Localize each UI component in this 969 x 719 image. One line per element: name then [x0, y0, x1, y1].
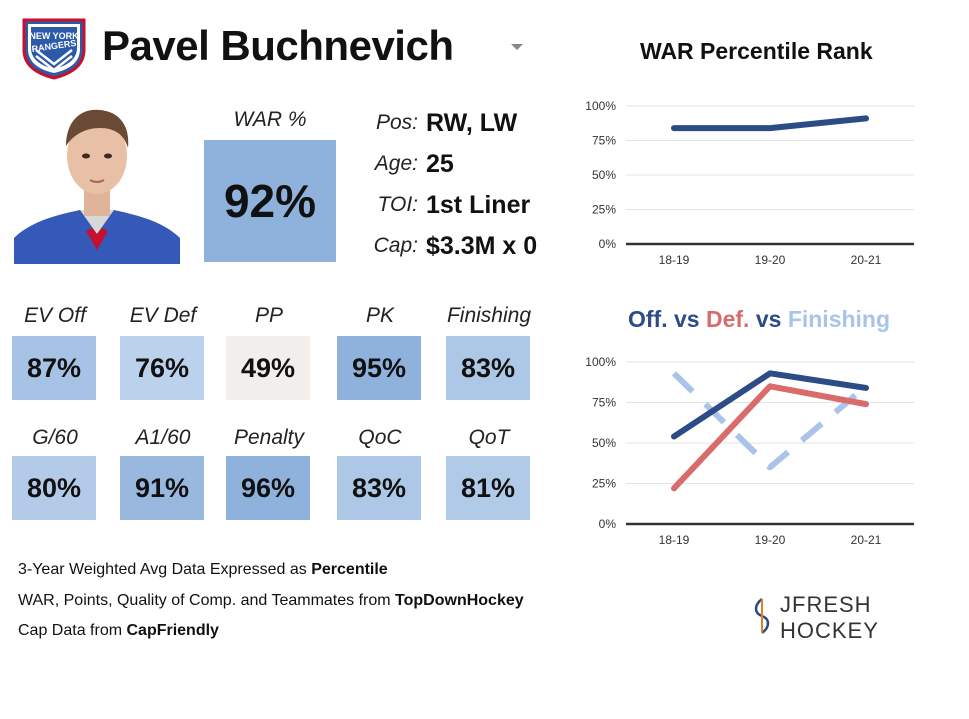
title-part-off: Off. — [628, 306, 668, 332]
stat-label-g60: G/60 — [32, 426, 78, 449]
stat-value: 95% — [351, 352, 407, 383]
war-value-box: 92% — [204, 140, 336, 262]
stat-label-a160: A1/60 — [135, 426, 191, 449]
x-tick-label: 18-19 — [659, 253, 690, 267]
chart-title-off-def-finishing: Off. vs Def. vs Finishing — [628, 306, 890, 333]
note-bold: CapFriendly — [126, 622, 219, 639]
stat-box-qoc: 83% — [337, 456, 421, 520]
war-percentile-chart: 0% 25% 50% 75% 100% 18-19 19-20 20-21 — [585, 99, 914, 267]
y-tick-label: 50% — [592, 436, 616, 450]
brand: JFRESH HOCKEY — [750, 592, 969, 644]
stat-value: 87% — [26, 352, 82, 383]
stat-box-ev-off: 87% — [12, 336, 96, 400]
info-row-position: Pos: RW, LW — [352, 103, 602, 143]
y-tick-label: 100% — [585, 99, 616, 113]
note-source-war: WAR, Points, Quality of Comp. and Teamma… — [18, 592, 524, 610]
x-tick-label: 20-21 — [851, 533, 882, 547]
stat-box-finishing: 83% — [446, 336, 530, 400]
title-part-finishing: Finishing — [787, 306, 891, 332]
stat-box-a160: 91% — [120, 456, 204, 520]
title-part-vs: vs — [749, 306, 788, 332]
stat-label-finishing: Finishing — [446, 304, 532, 327]
y-tick-label: 75% — [592, 134, 616, 148]
title-part-def: Def. — [705, 306, 750, 332]
stat-box-penalty: 96% — [226, 456, 310, 520]
note-percentile: 3-Year Weighted Avg Data Expressed as Pe… — [18, 561, 388, 579]
chevron-down-icon[interactable] — [511, 44, 523, 50]
y-tick-label: 25% — [592, 477, 616, 491]
x-tick-label: 18-19 — [659, 533, 690, 547]
y-tick-label: 50% — [592, 168, 616, 182]
stat-box-qot: 81% — [446, 456, 530, 520]
info-label: Age: — [374, 152, 418, 175]
x-tick-label: 20-21 — [851, 253, 882, 267]
brand-logo-icon — [750, 597, 774, 640]
series-line-0 — [671, 371, 868, 471]
info-label: Cap: — [373, 234, 418, 257]
stat-label-penalty: Penalty — [233, 426, 305, 449]
title-part-vs: vs — [667, 306, 706, 332]
chart-title-war: WAR Percentile Rank — [640, 38, 873, 64]
stat-box-g60: 80% — [12, 456, 96, 520]
off-def-finishing-chart: 0% 25% 50% 75% 100% 18-19 19-20 20-21 — [585, 355, 914, 547]
note-text: Cap Data from — [18, 622, 127, 639]
logo-text-line1: NEW YORK — [29, 31, 79, 41]
info-value: RW, LW — [426, 108, 518, 137]
note-text: 3-Year Weighted Avg Data Expressed as — [18, 561, 312, 578]
note-bold: Percentile — [311, 561, 388, 578]
info-label: Pos: — [375, 111, 418, 134]
info-value: 25 — [426, 149, 454, 178]
y-tick-label: 0% — [599, 517, 617, 531]
info-row-age: Age: 25 — [352, 144, 602, 184]
stat-value: 91% — [134, 472, 190, 503]
y-tick-label: 0% — [599, 237, 617, 251]
stat-label-ev-def: EV Def — [129, 304, 197, 327]
stat-value: 96% — [240, 472, 296, 503]
info-label: TOI: — [377, 193, 418, 216]
stat-value: 81% — [460, 472, 516, 503]
stat-label-qoc: QoC — [358, 426, 402, 449]
stat-box-ev-def: 76% — [120, 336, 204, 400]
info-value: 1st Liner — [426, 190, 531, 219]
x-tick-label: 19-20 — [755, 253, 786, 267]
stat-value: 83% — [351, 472, 407, 503]
series-line-1 — [671, 383, 869, 492]
stat-box-pk: 95% — [337, 336, 421, 400]
brand-text: JFRESH HOCKEY — [780, 592, 879, 643]
info-value: $3.3M x 0 — [426, 231, 538, 260]
war-value: 92% — [223, 175, 317, 227]
note-bold: TopDownHockey — [395, 592, 524, 609]
y-tick-label: 75% — [592, 396, 616, 410]
y-tick-label: 100% — [585, 355, 616, 369]
y-tick-label: 25% — [592, 203, 616, 217]
player-photo — [14, 100, 180, 264]
series-line-0 — [671, 115, 869, 132]
stat-label-ev-off: EV Off — [24, 304, 86, 327]
note-source-cap: Cap Data from CapFriendly — [18, 622, 219, 640]
info-row-cap: Cap: $3.3M x 0 — [352, 226, 602, 266]
note-text: WAR, Points, Quality of Comp. and Teamma… — [18, 592, 396, 609]
info-row-toi: TOI: 1st Liner — [352, 185, 602, 225]
stat-box-pp: 49% — [226, 336, 310, 400]
stat-label-pk: PK — [365, 304, 394, 327]
x-tick-label: 19-20 — [755, 533, 786, 547]
stat-value: 49% — [240, 352, 296, 383]
stat-label-qot: QoT — [468, 426, 510, 449]
stat-value: 80% — [26, 472, 82, 503]
war-label: WAR % — [233, 108, 307, 131]
player-name: Pavel Buchnevich — [102, 22, 454, 69]
stat-label-pp: PP — [254, 304, 283, 327]
series-line-2 — [671, 370, 869, 440]
stat-value: 83% — [460, 352, 516, 383]
team-logo: NEW YORK RANGERS — [20, 16, 88, 80]
stat-value: 76% — [134, 352, 190, 383]
